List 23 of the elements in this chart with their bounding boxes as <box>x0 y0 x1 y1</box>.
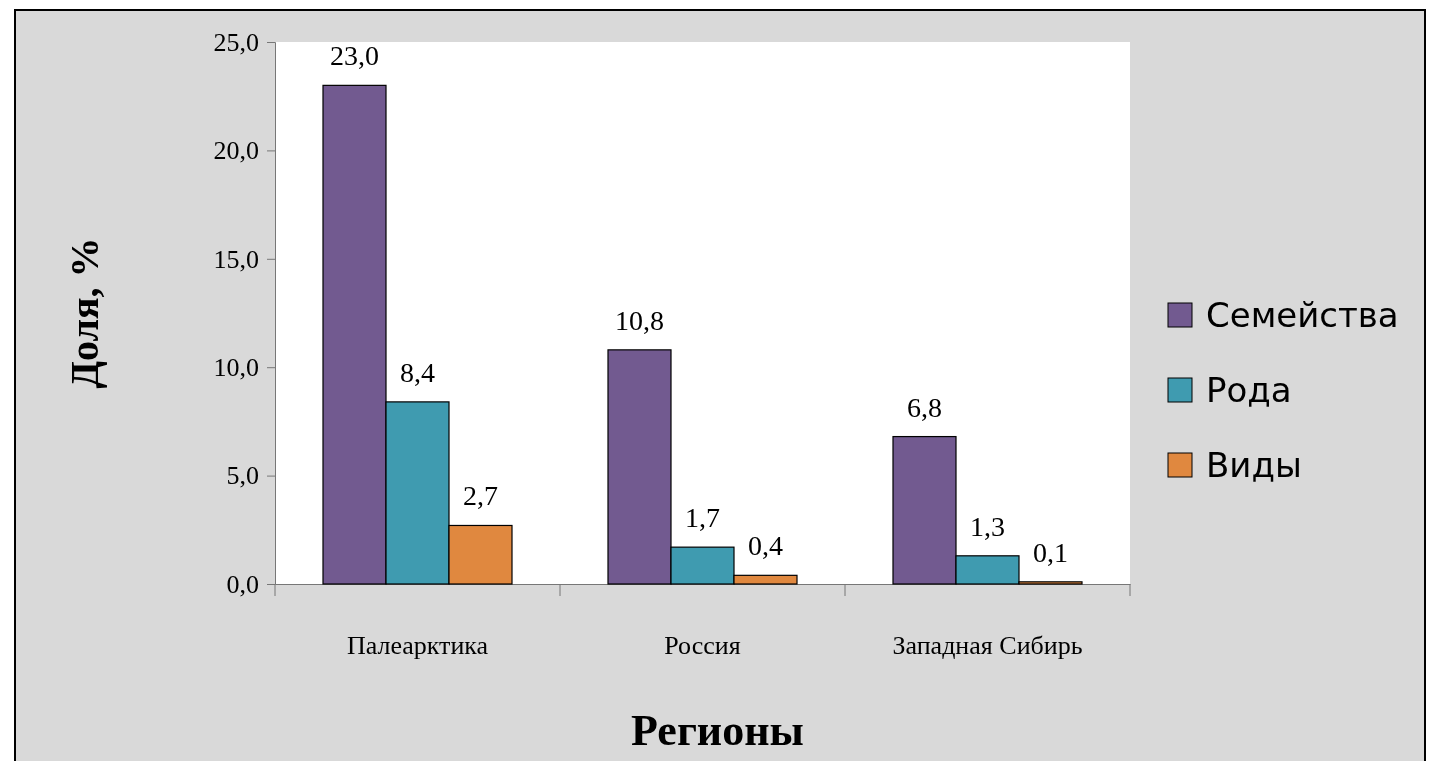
y-tick-label: 25,0 <box>213 27 259 57</box>
x-axis-title: Регионы <box>631 706 804 755</box>
legend-label: Семейства <box>1206 295 1399 335</box>
data-label: 1,3 <box>970 510 1005 542</box>
y-tick-label: 10,0 <box>213 353 259 383</box>
data-label: 8,4 <box>400 356 435 388</box>
legend-label: Виды <box>1206 445 1302 485</box>
y-axis-title: Доля, % <box>62 237 107 389</box>
x-tick-label: Западная Сибирь <box>892 631 1083 661</box>
data-label: 2,7 <box>463 480 498 512</box>
data-label: 0,1 <box>1033 536 1068 568</box>
data-label: 23,0 <box>330 40 379 72</box>
legend-label: Рода <box>1206 370 1292 410</box>
x-tick-label: Палеарктика <box>346 631 489 661</box>
y-tick-label: 15,0 <box>213 244 259 274</box>
data-label: 6,8 <box>907 391 942 423</box>
y-tick-label: 0,0 <box>226 569 259 599</box>
data-label: 1,7 <box>685 502 720 534</box>
data-label: 0,4 <box>748 530 783 562</box>
y-tick-label: 20,0 <box>213 136 259 166</box>
data-label: 10,8 <box>615 304 664 336</box>
x-tick-label: Россия <box>664 631 741 661</box>
y-tick-label: 5,0 <box>226 461 259 491</box>
